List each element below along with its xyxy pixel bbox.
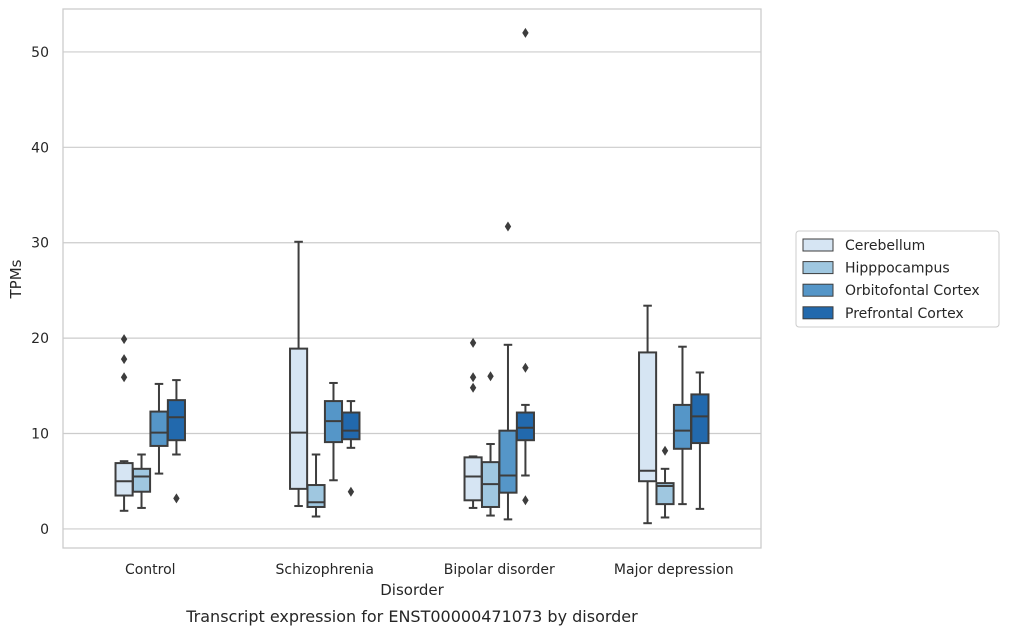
iqr-box xyxy=(690,393,710,445)
box-mark xyxy=(131,453,152,509)
box-mark xyxy=(480,371,501,517)
y-tick-label: 20 xyxy=(31,331,49,347)
iqr-box xyxy=(672,403,693,450)
outlier-point xyxy=(120,354,128,365)
x-tick-labels: Control Schizophrenia Bipolar disorder Majo… xyxy=(125,562,734,578)
box-mark xyxy=(463,337,483,509)
box-mark xyxy=(341,400,361,497)
outlier-point xyxy=(120,334,128,345)
box-mark xyxy=(638,304,658,525)
y-axis-label: TPMs xyxy=(7,259,25,299)
y-tick-label: 40 xyxy=(31,140,49,156)
iqr-box xyxy=(166,399,186,442)
outlier-point xyxy=(469,382,477,393)
box-mark xyxy=(306,453,326,518)
x-tick-label: Major depression xyxy=(614,562,734,578)
legend-label-prefrontal-cortex: Prefrontal Cortex xyxy=(845,306,964,322)
y-tick-label: 10 xyxy=(31,427,49,443)
series-cerebellum xyxy=(114,240,658,525)
iqr-box xyxy=(463,456,483,502)
outlier-point xyxy=(522,362,529,373)
box-mark xyxy=(672,345,693,506)
outlier-point xyxy=(347,486,355,497)
iqr-box xyxy=(655,482,675,506)
y-tick-labels: 0 10 20 30 40 50 xyxy=(31,45,49,538)
outlier-point xyxy=(173,493,180,504)
legend-frame xyxy=(795,230,1000,328)
outlier-point xyxy=(504,221,512,232)
legend-label-orbitofontal-cortex: Orbitofontal Cortex xyxy=(845,283,980,299)
legend-label-cerebellum: Cerebellum xyxy=(845,238,925,254)
x-tick-label: Schizophrenia xyxy=(276,562,374,578)
outlier-point xyxy=(661,445,669,456)
iqr-box xyxy=(306,484,326,508)
series-prefrontal-cortex xyxy=(166,27,710,510)
iqr-box xyxy=(289,347,309,490)
legend-swatch-orbitofontal-cortex xyxy=(802,283,834,297)
box-mark xyxy=(498,221,518,521)
outlier-point xyxy=(522,27,529,38)
outlier-point xyxy=(469,337,477,348)
x-tick-label: Bipolar disorder xyxy=(444,562,555,578)
box-series xyxy=(114,27,710,525)
outlier-point xyxy=(487,371,494,382)
legend-label-hipppocampus: Hipppocampus xyxy=(845,261,950,277)
iqr-box xyxy=(131,467,152,493)
legend-swatch-hipppocampus xyxy=(802,261,834,275)
outlier-point xyxy=(469,372,477,383)
box-mark xyxy=(515,27,535,506)
legend-swatch-cerebellum xyxy=(802,238,834,252)
x-tick-label: Control xyxy=(125,562,176,578)
legend: Cerebellum Hipppocampus Orbitofontal Corte… xyxy=(795,230,1000,328)
box-mark xyxy=(323,381,344,482)
y-tick-label: 50 xyxy=(31,45,49,61)
figure-caption: Transcript expression for ENST0000047107… xyxy=(185,607,638,626)
outlier-point xyxy=(120,372,128,383)
box-mark xyxy=(166,379,186,504)
y-tick-label: 30 xyxy=(31,236,49,252)
y-tick-label: 0 xyxy=(40,522,49,538)
outlier-point xyxy=(522,495,529,506)
iqr-box xyxy=(498,429,518,494)
x-axis-label: Disorder xyxy=(380,581,444,599)
iqr-box xyxy=(149,410,169,447)
iqr-box xyxy=(341,411,361,441)
plot-frame xyxy=(62,8,762,549)
iqr-box xyxy=(515,411,535,442)
iqr-box xyxy=(114,462,134,497)
box-mark xyxy=(114,334,134,512)
box-mark xyxy=(655,445,675,519)
box-mark xyxy=(289,240,309,508)
box-mark xyxy=(690,371,710,510)
legend-swatch-prefrontal-cortex xyxy=(802,306,834,320)
iqr-box xyxy=(638,351,658,483)
series-hipppocampus xyxy=(131,371,675,519)
series-orbitofontal-cortex xyxy=(149,221,693,521)
